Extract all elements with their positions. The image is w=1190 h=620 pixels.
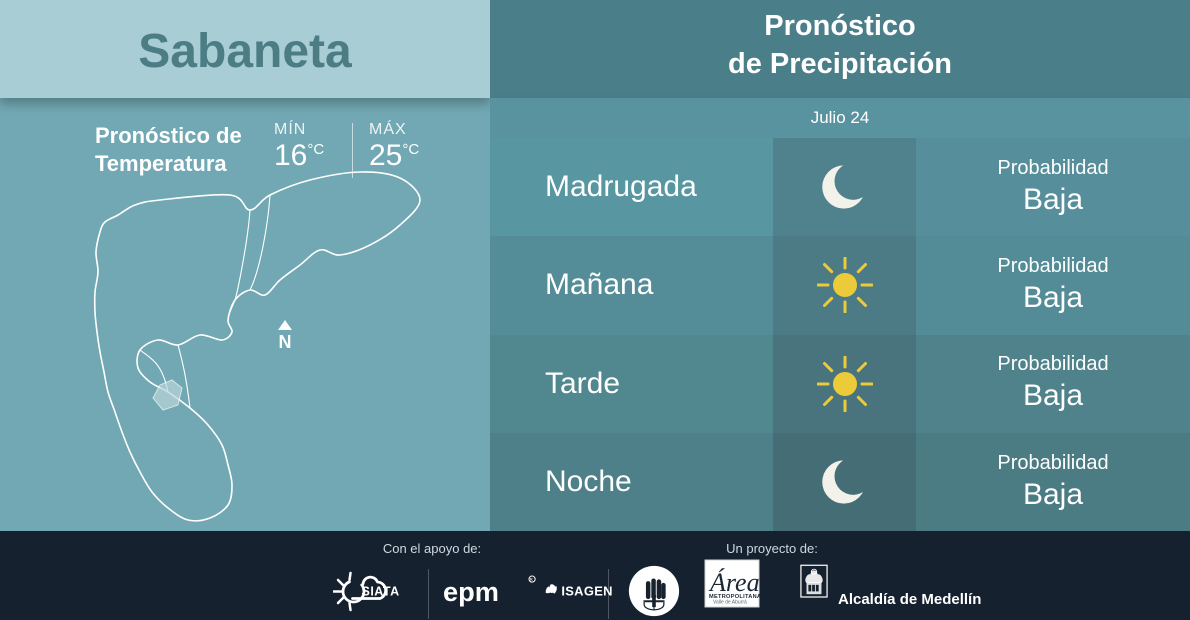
svg-text:epm: epm <box>443 576 499 607</box>
svg-text:ISAGEN: ISAGEN <box>561 583 613 598</box>
svg-text:SIATA: SIATA <box>362 584 400 598</box>
svg-text:R: R <box>530 577 533 582</box>
svg-text:Valle de Aburrá: Valle de Aburrá <box>713 599 747 605</box>
svg-text:Área: Área <box>708 568 760 597</box>
